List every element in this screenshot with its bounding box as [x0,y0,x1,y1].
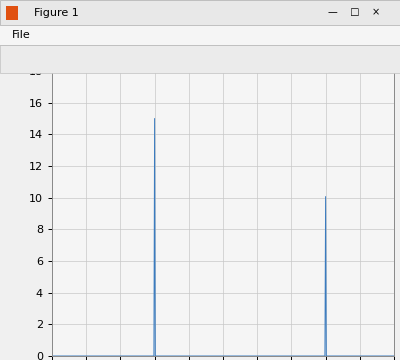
Text: File: File [12,30,31,40]
Text: —    □    ×: — □ × [328,8,380,18]
Title: Power spectral density: Power spectral density [133,53,313,67]
Text: Figure 1: Figure 1 [34,8,79,18]
